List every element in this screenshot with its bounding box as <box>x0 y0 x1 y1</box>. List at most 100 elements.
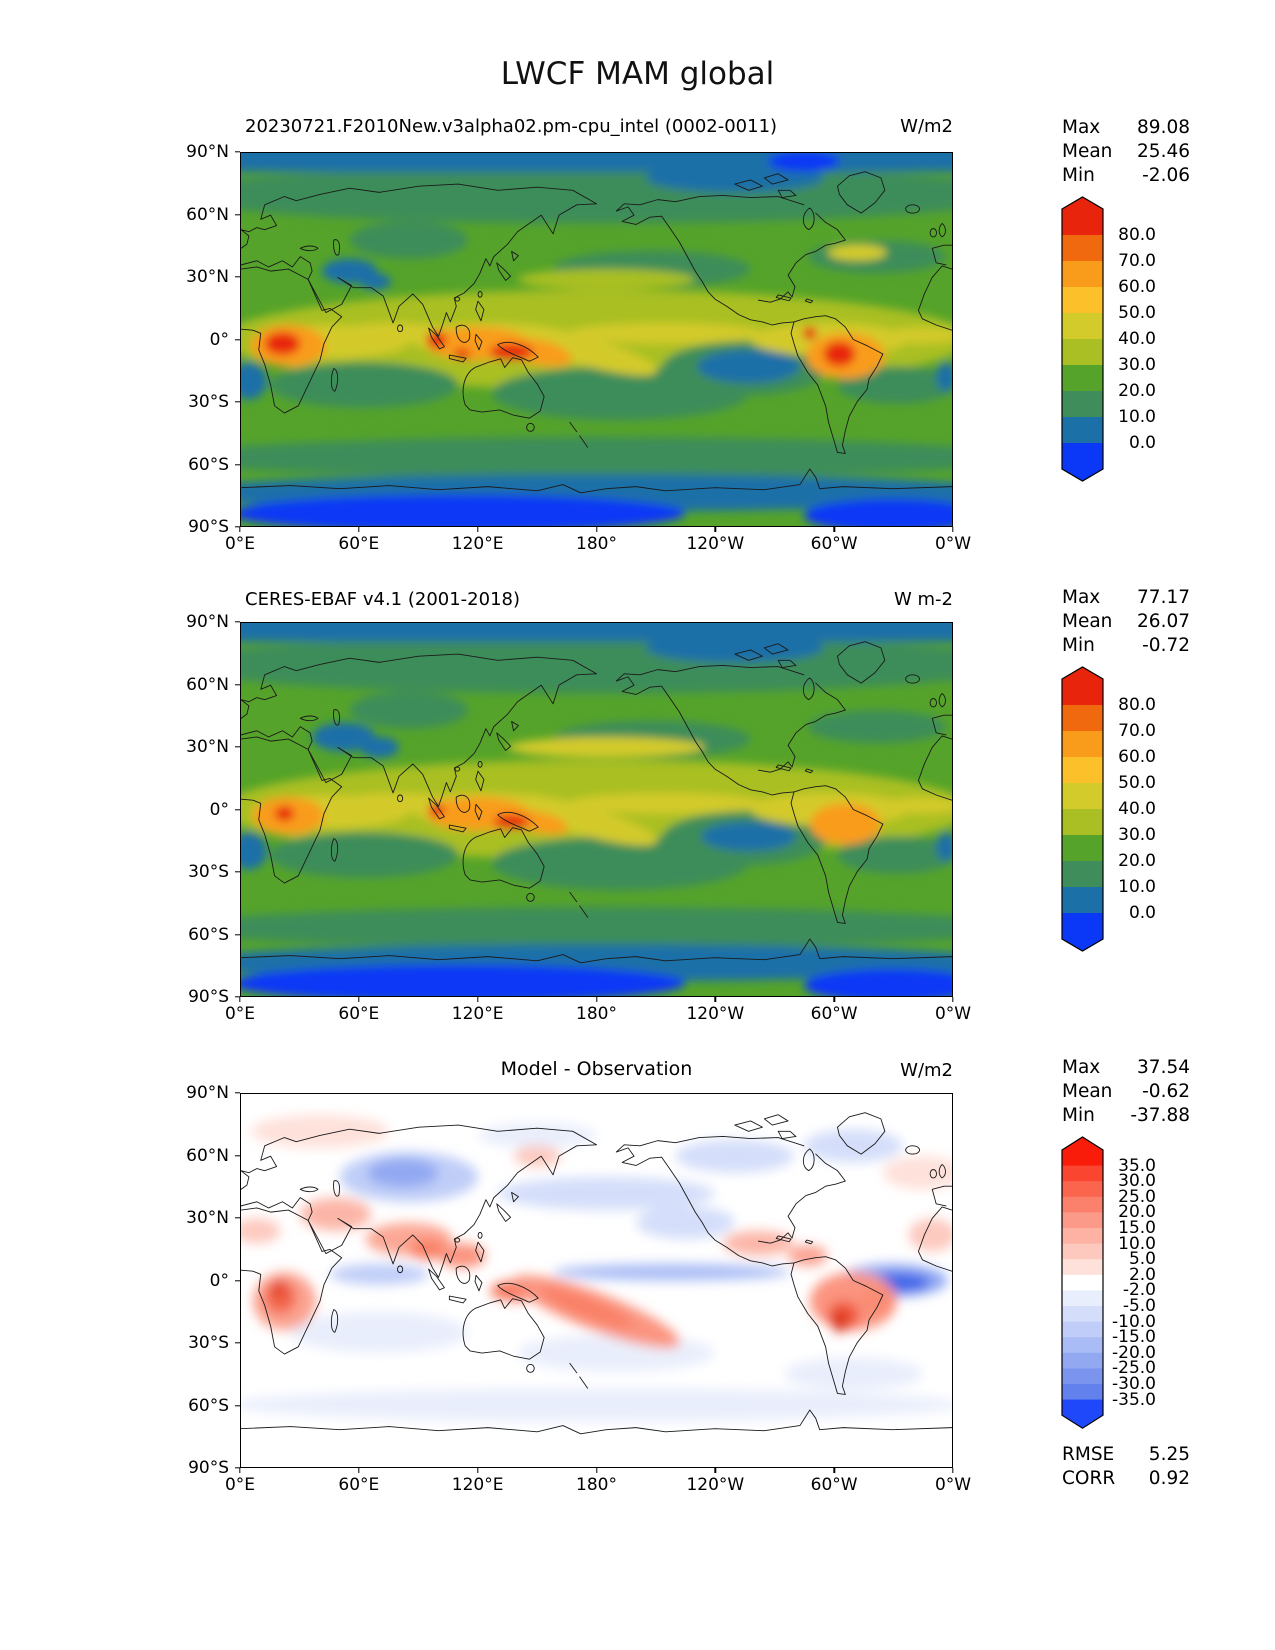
panel2-yaxis: 90°N 60°N 30°N 0° 30°S 60°S 90°S <box>150 612 240 1007</box>
y-tick-mark <box>235 151 240 153</box>
panel3-colorbar: 35.0 30.0 25.0 20.0 15.0 10.0 5.0 2.0 -2.0 -5.0 -1… <box>1061 1136 1156 1429</box>
panel1-max-value: 89.08 <box>1137 117 1190 138</box>
y-tick-label: 30°N <box>186 737 229 757</box>
panel3-xaxis: 0°E 60°E 120°E 180° 120°W 60°W 0°W <box>225 1468 971 1495</box>
y-tick-label: 90°N <box>186 612 229 632</box>
x-tick-label: 180° <box>576 534 617 554</box>
x-tick-mark <box>714 527 717 532</box>
x-tick-mark <box>714 1468 717 1473</box>
panel1-field <box>241 153 952 526</box>
y-tick-mark <box>235 808 240 811</box>
y-tick-label: 30°S <box>188 1333 229 1353</box>
x-tick-mark <box>833 527 835 532</box>
panel3-units: W/m2 <box>900 1060 953 1081</box>
x-tick-mark <box>358 527 360 532</box>
colorbar-tick-label: -30.0 <box>1112 1374 1156 1394</box>
stat-row-max: Max 77.17 <box>1062 587 1190 608</box>
x-tick-mark <box>714 997 717 1002</box>
x-tick-label: 0°E <box>224 534 256 554</box>
colorbar-tick-label: -35.0 <box>1112 1389 1156 1410</box>
colorbar-tick-label: -5.0 <box>1122 1296 1156 1316</box>
colorbar-tick-label: 70.0 <box>1118 721 1156 741</box>
x-tick-label: 0°E <box>224 1475 256 1495</box>
y-tick-label: 0° <box>209 1270 229 1291</box>
stat-row-mean: Mean -0.62 <box>1062 1081 1190 1102</box>
y-tick-mark <box>235 871 240 873</box>
colorbar-tick-label: 10.0 <box>1118 877 1156 897</box>
y-tick-mark <box>235 1404 240 1407</box>
y-tick-label: 30°S <box>188 392 229 412</box>
x-tick-mark <box>952 997 954 1002</box>
panel3-yaxis: 90°N 60°N 30°N 0° 30°S 60°S 90°S <box>150 1083 240 1478</box>
x-tick-mark <box>595 1468 598 1473</box>
x-tick-label: 120°E <box>451 1475 504 1495</box>
corr-value: 0.92 <box>1148 1468 1190 1489</box>
x-tick-label: 120°W <box>686 1004 745 1024</box>
x-tick-label: 60°W <box>810 1004 858 1024</box>
y-tick-label: 60°S <box>188 1395 229 1416</box>
x-tick-label: 0°W <box>934 534 972 554</box>
y-tick-label: 90°N <box>186 1083 229 1103</box>
x-tick-label: 0°W <box>934 1004 972 1024</box>
metric-row-corr: CORR 0.92 <box>1062 1468 1190 1489</box>
colorbar-tick-label: -10.0 <box>1112 1311 1156 1332</box>
panel3-metrics: RMSE 5.25 CORR 0.92 <box>1062 1443 1190 1491</box>
y-tick-mark <box>235 621 240 623</box>
colorbar-tick-label: 35.0 <box>1118 1155 1156 1176</box>
colorbar-tick-label: 25.0 <box>1118 1186 1156 1207</box>
panel2-xaxis: 0°E 60°E 120°E 180° 120°W 60°W 0°W <box>225 997 971 1024</box>
y-tick-mark <box>235 463 240 466</box>
panel1-min-value: -2.06 <box>1142 165 1190 186</box>
panel1-colorbar: 80.0 70.0 60.0 50.0 40.0 30.0 20.0 10.0 0.0 <box>1061 196 1156 482</box>
x-tick-mark <box>239 1468 241 1473</box>
stat-row-min: Min -0.72 <box>1062 635 1190 656</box>
x-tick-mark <box>952 527 954 532</box>
panel2-title: CERES-EBAF v4.1 (2001-2018) <box>245 589 521 610</box>
colorbar-tick-label: 10.0 <box>1118 407 1156 427</box>
y-tick-mark <box>235 1154 240 1157</box>
stat-row-max: Max 89.08 <box>1062 117 1190 138</box>
y-tick-mark <box>235 276 240 278</box>
x-tick-mark <box>239 527 241 532</box>
x-tick-mark <box>833 1468 835 1473</box>
x-tick-label: 60°W <box>810 1475 858 1495</box>
colorbar-tick-label: 10.0 <box>1118 1233 1156 1254</box>
x-tick-mark <box>833 997 835 1002</box>
panel1-title: 20230721.F2010New.v3alpha02.pm-cpu_intel… <box>245 116 778 137</box>
x-tick-mark <box>476 527 479 532</box>
panel1-stats: Max 89.08 Mean 25.46 Min -2.06 <box>1062 116 1190 188</box>
panel2-stats: Max 77.17 Mean 26.07 Min -0.72 <box>1062 586 1190 658</box>
y-tick-label: 60°S <box>188 924 229 945</box>
y-tick-label: 30°N <box>186 267 229 287</box>
y-tick-label: 30°N <box>186 1208 229 1228</box>
y-tick-label: 60°N <box>186 1145 229 1166</box>
colorbar-tick-label: -15.0 <box>1112 1327 1156 1348</box>
panel1-map-canvas <box>241 153 952 526</box>
y-tick-mark <box>235 1342 240 1344</box>
colorbar-tick-label: 20.0 <box>1118 851 1156 871</box>
x-tick-mark <box>476 997 479 1002</box>
x-tick-label: 180° <box>576 1004 617 1024</box>
x-tick-mark <box>358 997 360 1002</box>
stat-row-min: Min -37.88 <box>1062 1105 1190 1126</box>
panel1-units: W/m2 <box>900 116 953 137</box>
y-tick-label: 0° <box>209 329 229 350</box>
colorbar-canvas <box>1061 666 1104 952</box>
panel3-map <box>240 1093 953 1468</box>
y-tick-mark <box>235 338 240 341</box>
y-tick-label: 90°S <box>188 1458 229 1478</box>
colorbar-tick-label: 60.0 <box>1118 277 1156 297</box>
x-tick-mark <box>476 1468 479 1473</box>
x-tick-label: 0°E <box>224 1004 256 1024</box>
y-tick-mark <box>235 683 240 686</box>
y-tick-mark <box>235 933 240 936</box>
panel3-stats: Max 37.54 Mean -0.62 Min -37.88 <box>1062 1056 1190 1128</box>
panel2-max-value: 77.17 <box>1137 587 1190 608</box>
x-tick-label: 60°W <box>810 534 858 554</box>
colorbar-tick-label: 20.0 <box>1118 381 1156 401</box>
panel1-map <box>240 152 953 527</box>
panel1-mean-value: 25.46 <box>1137 141 1190 162</box>
x-tick-mark <box>358 1468 360 1473</box>
y-tick-label: 60°N <box>186 204 229 225</box>
stat-row-mean: Mean 25.46 <box>1062 141 1190 162</box>
